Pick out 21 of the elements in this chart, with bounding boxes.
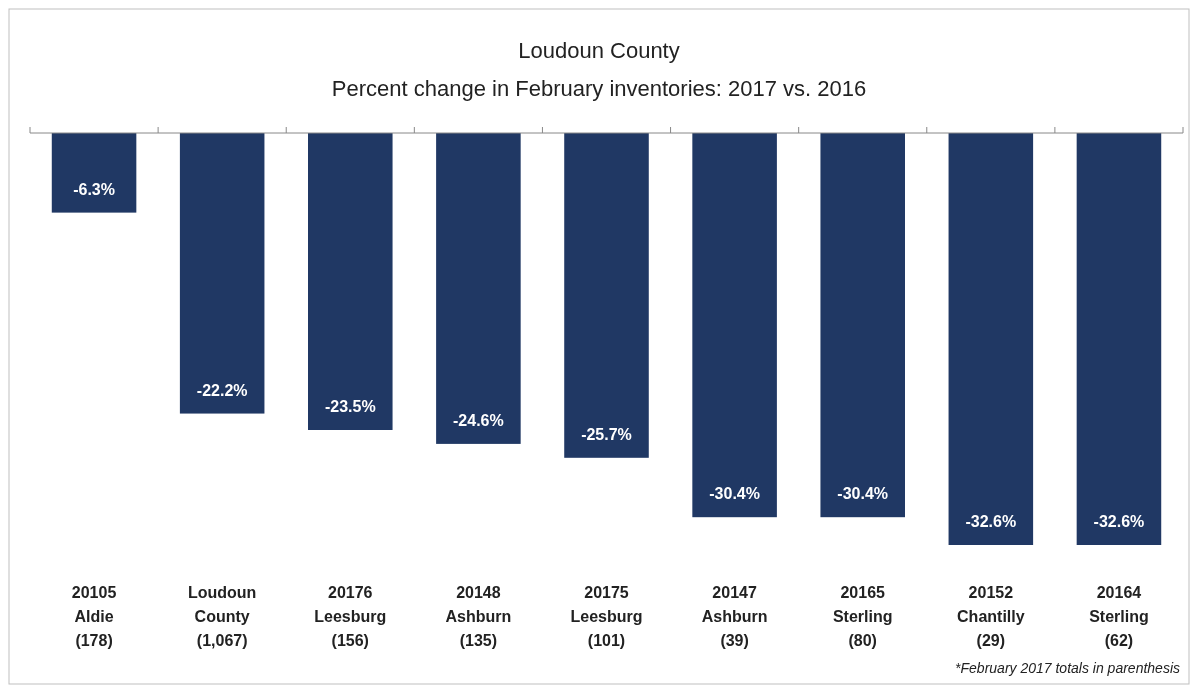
data-label: -24.6% bbox=[453, 411, 504, 429]
data-label: -6.3% bbox=[73, 180, 115, 198]
x-tick-label: 20105 Aldie (178) bbox=[71, 584, 117, 649]
data-label: -25.7% bbox=[581, 425, 632, 443]
text: *February 2017 totals in parenthesis bbox=[955, 660, 1180, 676]
data-label: -23.5% bbox=[324, 397, 376, 415]
x-tick-label: 20148 Ashburn (135) bbox=[445, 584, 512, 649]
x-tick-label: Loudoun County (1,067) bbox=[187, 584, 257, 649]
x-tick-label: 20165 Sterling (80) bbox=[832, 584, 893, 649]
chart-subtitle: Percent change in February inventories: 2017 vs. 2016 bbox=[331, 76, 867, 101]
data-label: -30.4% bbox=[709, 485, 760, 503]
x-tick-label: 20164 Sterling (62) bbox=[1089, 584, 1149, 649]
data-label: -32.6% bbox=[1093, 513, 1145, 530]
x-tick-label: 20152 Chantilly (29) bbox=[957, 584, 1025, 649]
x-tick-label: 20175 Leesburg (101) bbox=[570, 584, 643, 649]
x-tick-label: 20176 Leesburg (156) bbox=[314, 584, 387, 649]
data-label: -32.6% bbox=[965, 513, 1017, 530]
x-tick-label: 20147 Ashburn (39) bbox=[701, 584, 768, 649]
data-label: -22.2% bbox=[196, 381, 248, 399]
data-label: -30.4% bbox=[837, 485, 889, 503]
chart-title: Loudoun County bbox=[518, 38, 680, 63]
